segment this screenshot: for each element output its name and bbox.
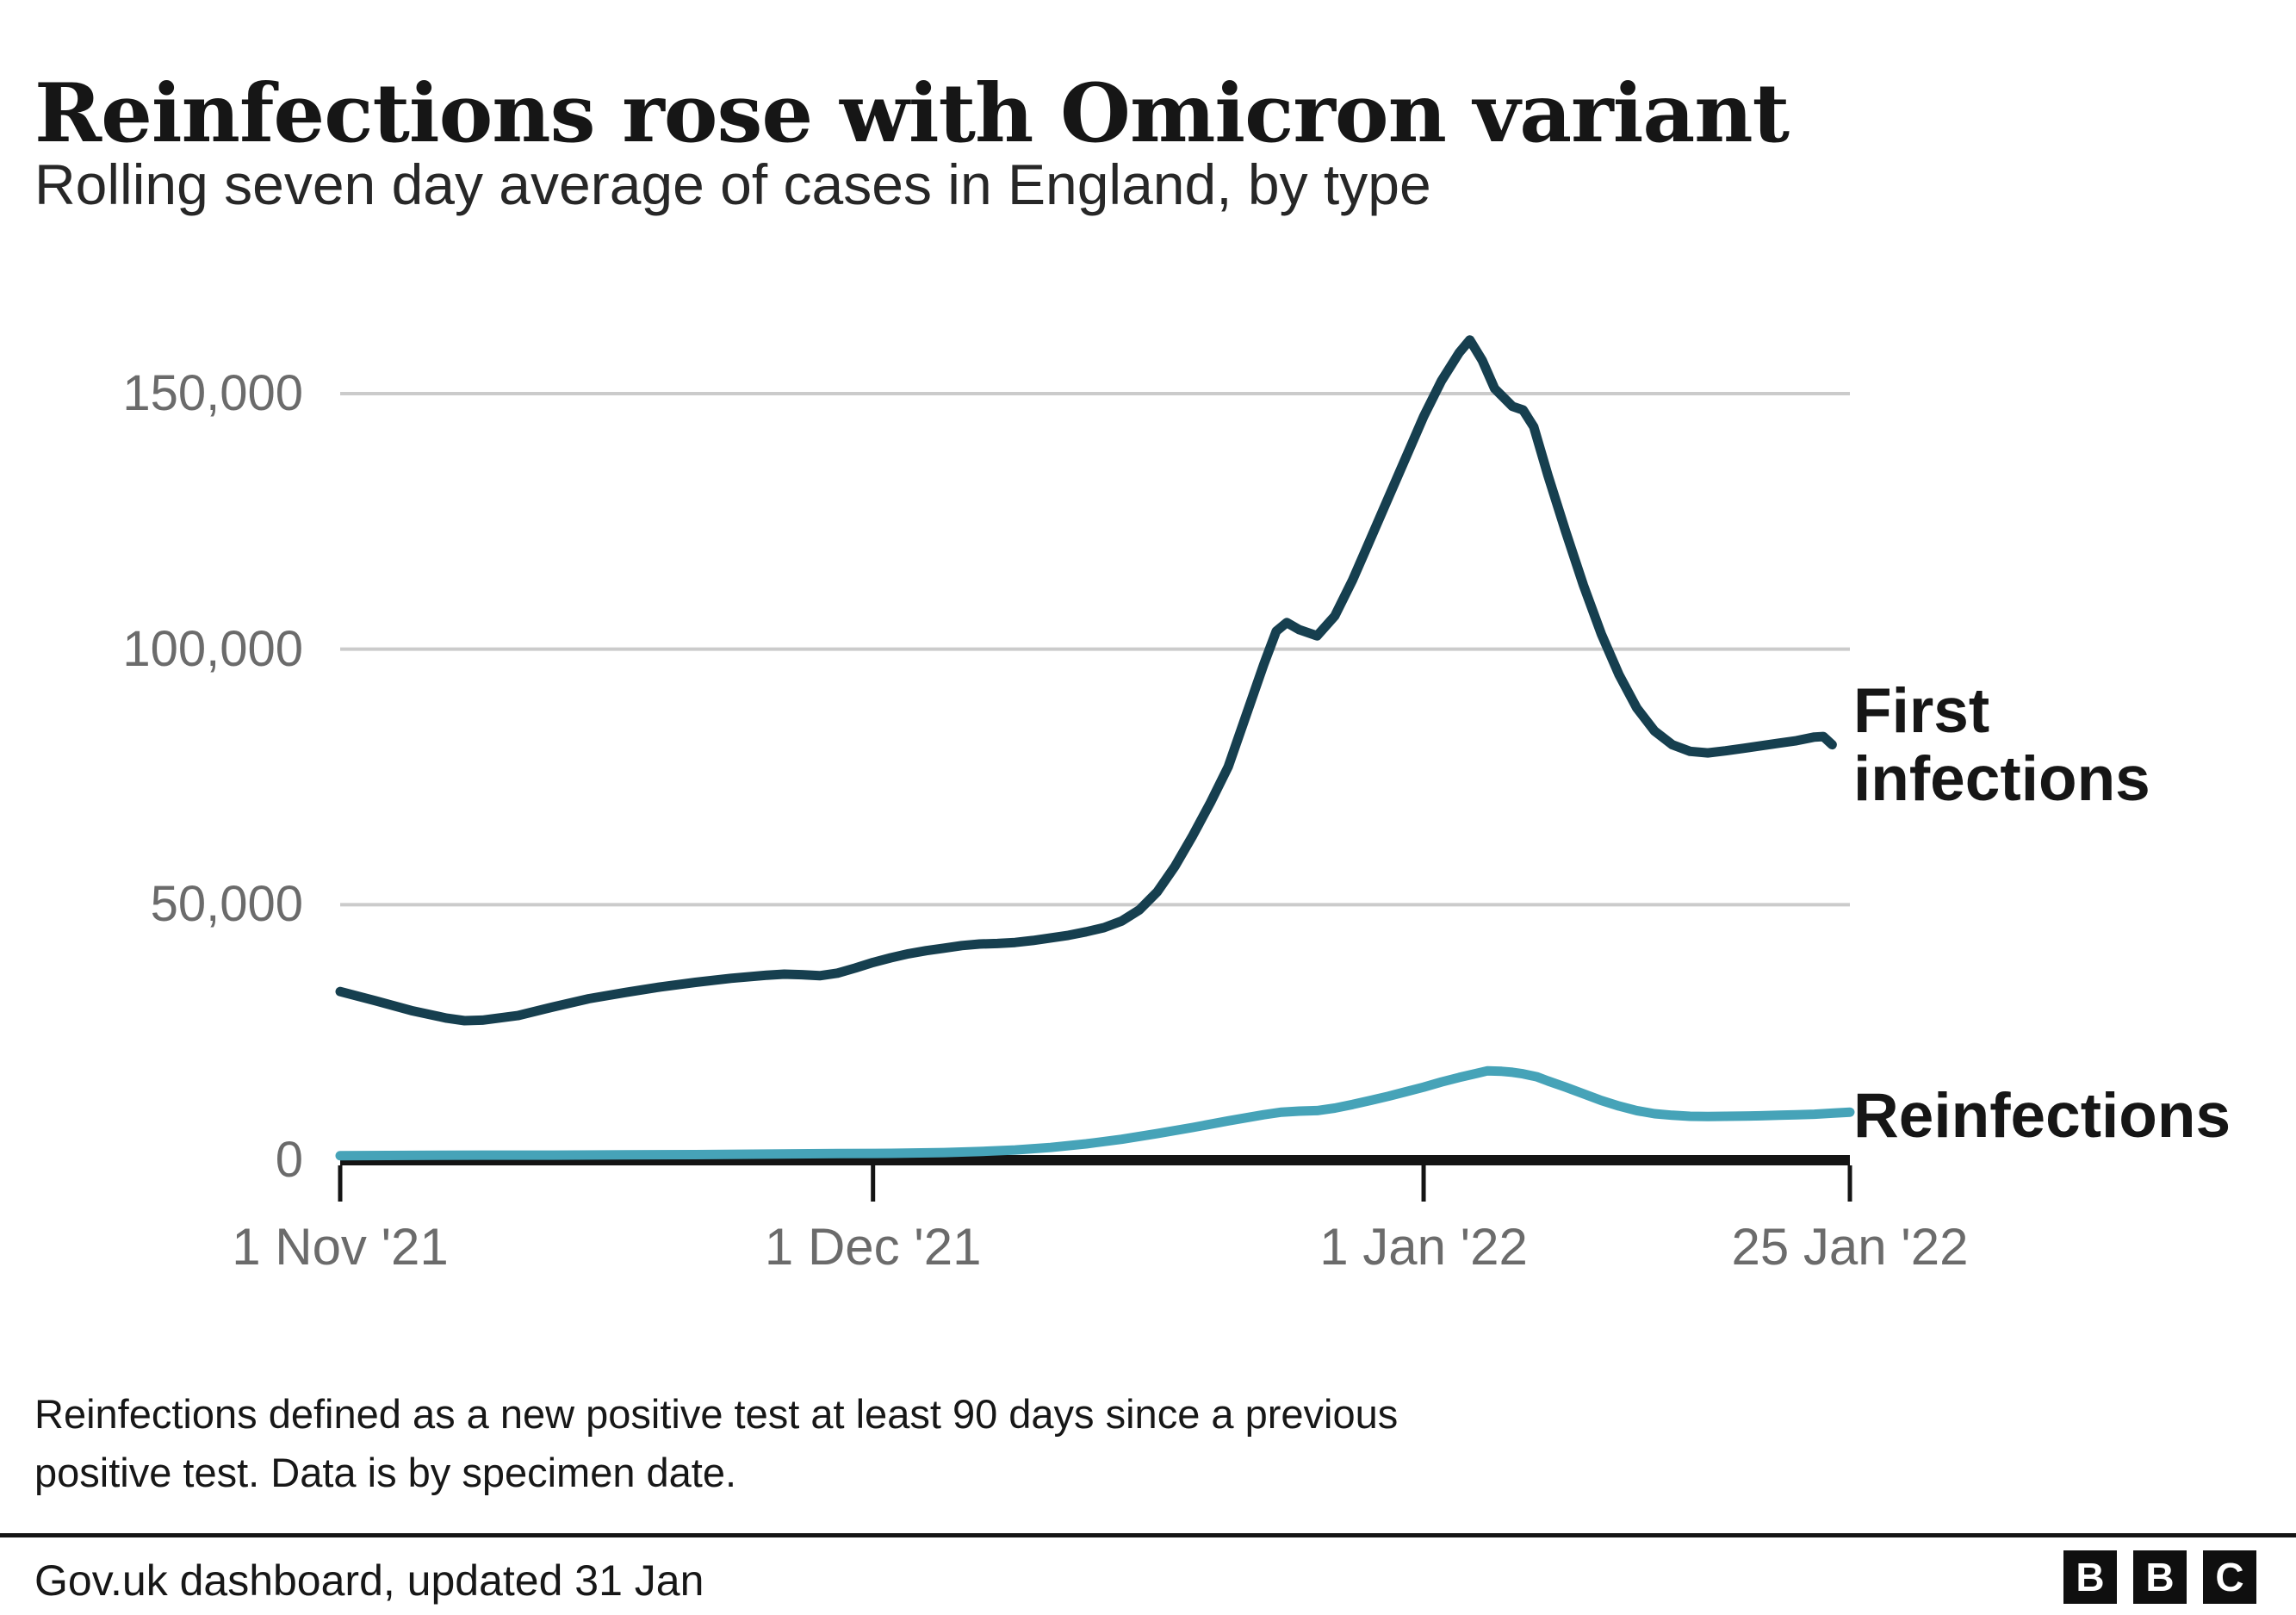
x-tick-label-1-nov: 1 Nov '21: [232, 1218, 449, 1276]
series-label-reinfections: Reinfections: [1853, 1082, 2231, 1150]
bbc-logo-block-c: C: [2203, 1550, 2256, 1604]
footnote-line2: positive test. Data is by specimen date.: [34, 1450, 737, 1495]
y-tick-label-0: 0: [275, 1132, 303, 1188]
series-label-first-infections: First infections: [1853, 677, 2150, 813]
line-first-infections: [335, 335, 1837, 1026]
series-label-first-infections-line1: First: [1853, 676, 1990, 746]
y-tick-label-150000: 150,000: [122, 365, 303, 421]
footer-divider: [0, 1533, 2296, 1537]
x-tick-label-1-jan: 1 Jan '22: [1319, 1218, 1528, 1276]
page-title: Reinfections rose with Omicron variant: [34, 65, 1790, 161]
source-text: Gov.uk dashboard, updated 31 Jan: [34, 1556, 704, 1605]
bbc-logo: B B C: [2063, 1550, 2256, 1604]
bbc-logo-block-b1: B: [2063, 1550, 2117, 1604]
x-tick-label-1-dec: 1 Dec '21: [764, 1218, 982, 1276]
y-tick-label-50000: 50,000: [150, 876, 303, 933]
footnote-line1: Reinfections defined as a new positive t…: [34, 1391, 1399, 1437]
bbc-logo-block-b2: B: [2133, 1550, 2187, 1604]
series-label-reinfections-line1: Reinfections: [1853, 1081, 2231, 1151]
y-tick-label-100000: 100,000: [122, 620, 303, 677]
series-label-first-infections-line2: infections: [1853, 744, 2150, 814]
x-tick-label-25-jan: 25 Jan '22: [1731, 1218, 1969, 1276]
line-reinfections: [335, 1065, 1855, 1161]
chart-subtitle: Rolling seven day average of cases in En…: [34, 152, 1431, 216]
chart-footnote: Reinfections defined as a new positive t…: [34, 1385, 2256, 1502]
